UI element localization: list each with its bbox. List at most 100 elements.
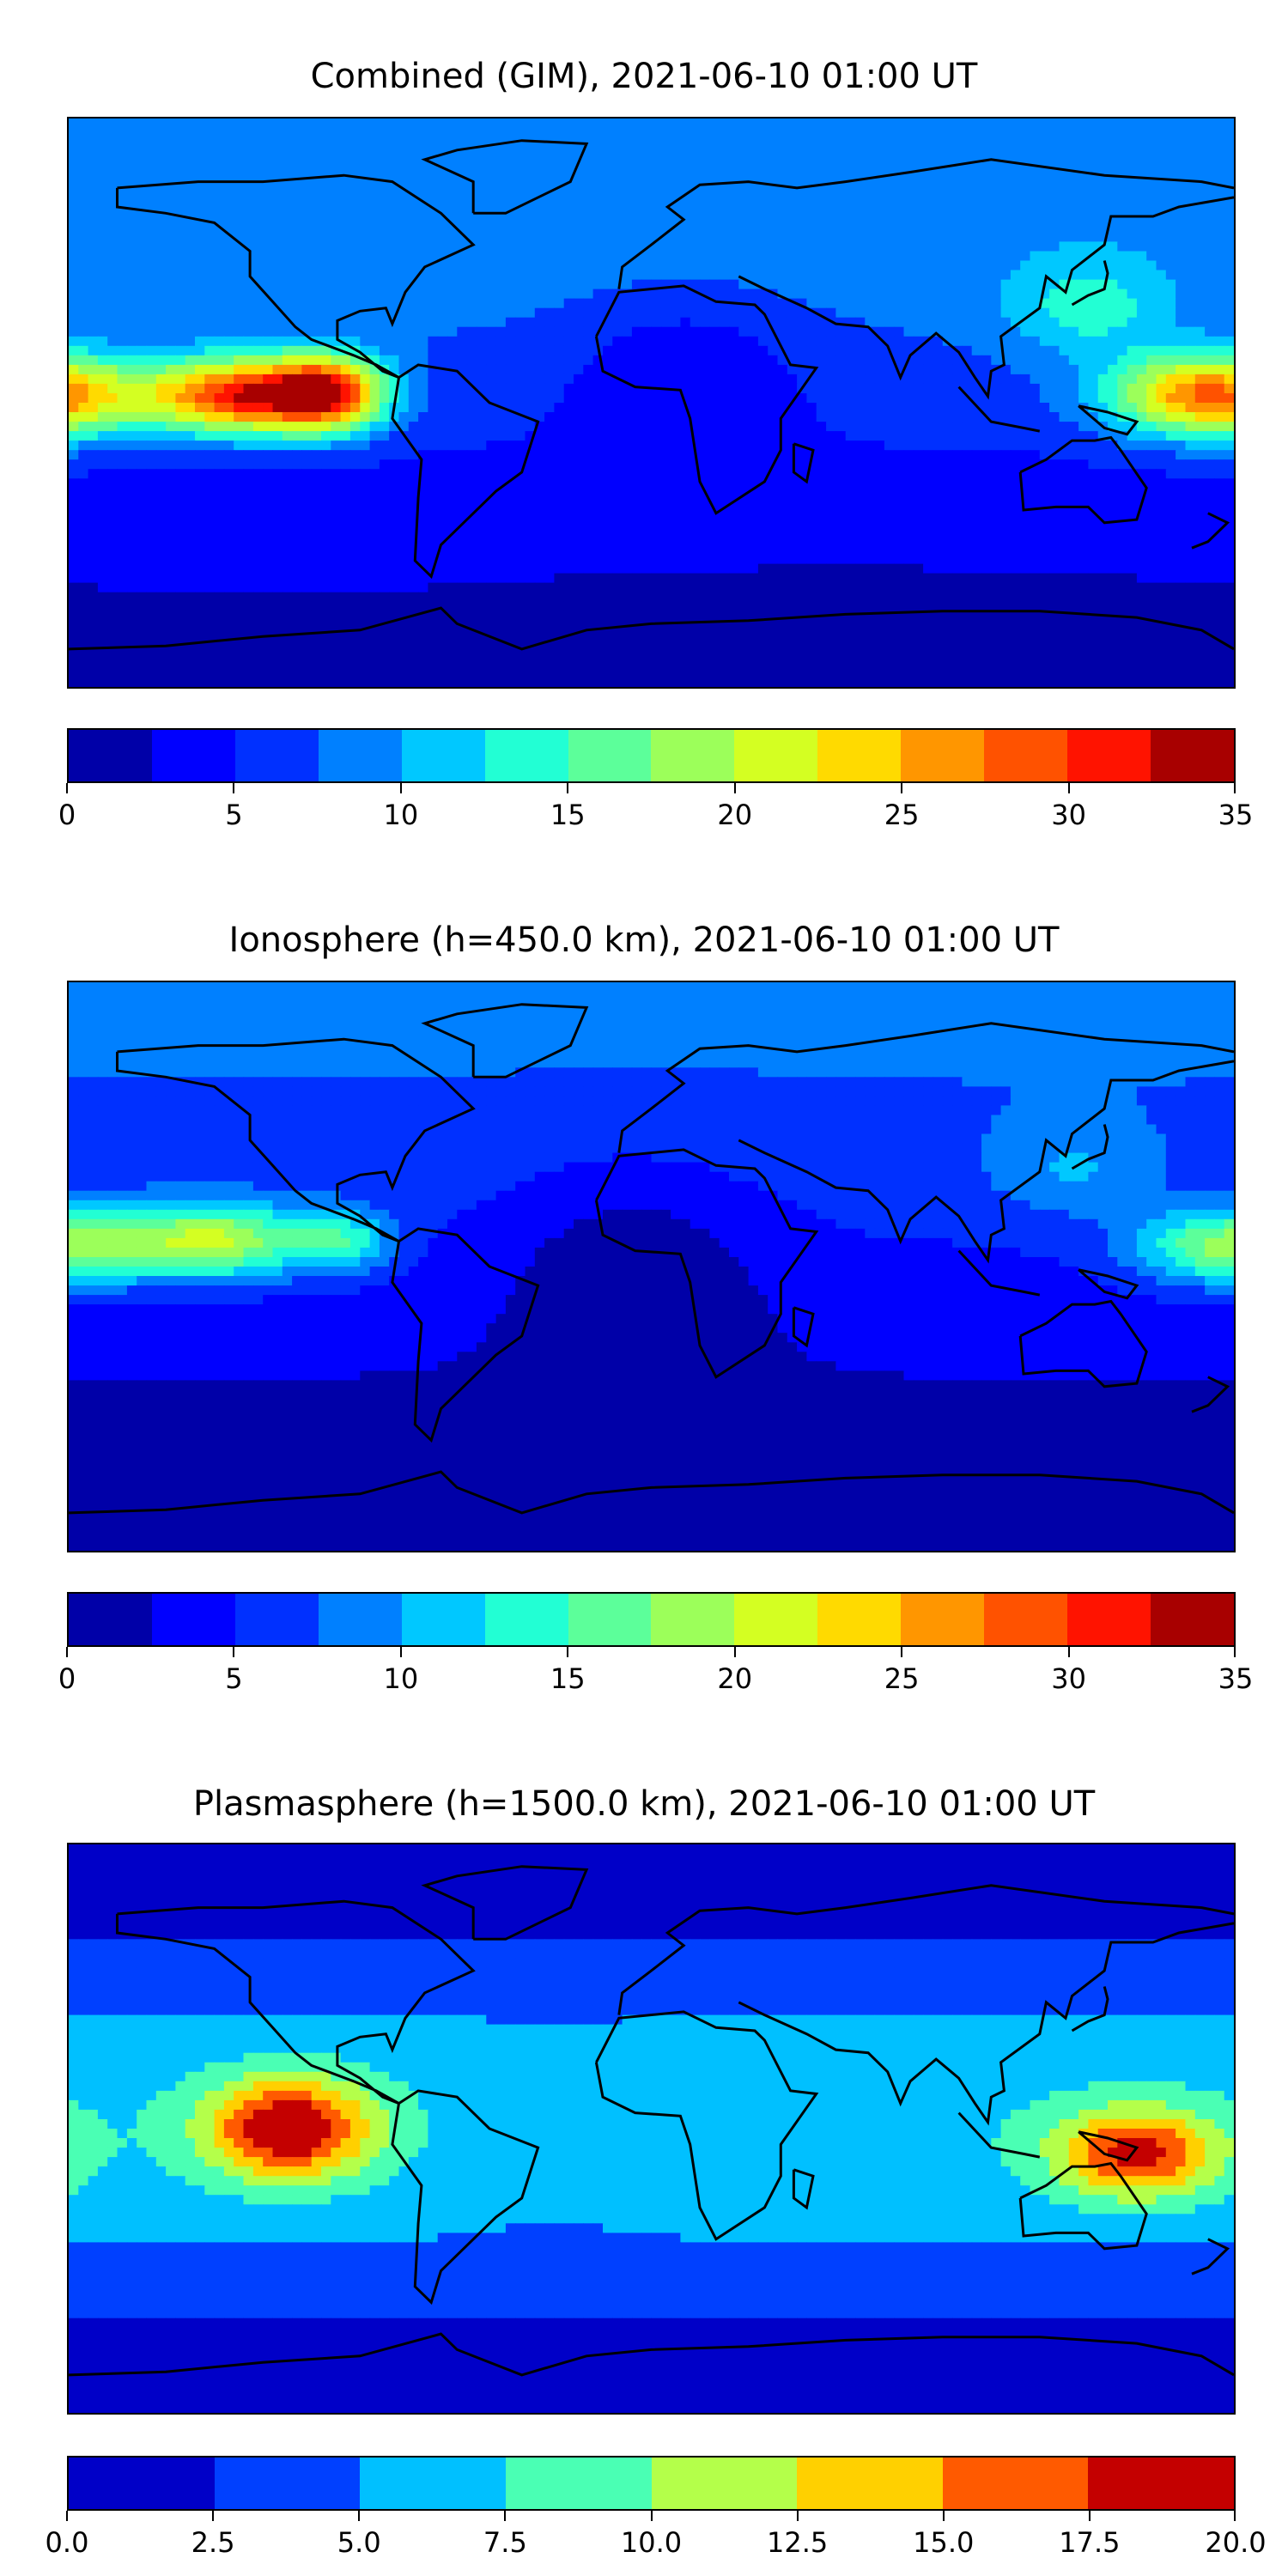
contour-cell [690,336,701,347]
contour-cell [1224,478,1234,489]
contour-cell [1224,364,1234,375]
contour-cell [1108,326,1118,337]
contour-cell [738,194,750,204]
contour-cell [622,175,633,185]
contour-cell [263,440,274,451]
contour-cell [234,241,245,252]
contour-cell [884,175,895,185]
contour-cell [175,431,186,441]
contour-cell [1068,270,1079,281]
contour-cell [204,440,216,451]
contour-cell [1078,336,1089,347]
contour-cell [874,488,885,498]
contour-cell [874,355,885,366]
contour-cell [204,383,216,394]
contour-cell [700,185,710,195]
contour-cell [223,488,234,498]
contour-cell [311,364,322,375]
contour-cell [1194,166,1206,176]
contour-cell [97,393,108,404]
contour-cell [1117,194,1128,204]
contour-cell [97,431,108,441]
contour-cell [738,450,750,460]
contour-cell [223,459,234,470]
contour-cell [738,497,750,507]
contour-cell [476,137,487,148]
contour-cell [729,450,739,460]
contour-cell [865,128,876,138]
contour-cell [641,336,653,347]
contour-cell [700,279,710,290]
contour-cell [272,497,283,507]
contour-cell [835,156,847,167]
contour-cell [806,374,817,385]
contour-cell [418,298,428,309]
contour-cell [806,194,817,204]
contour-cell [903,403,914,413]
contour-cell [574,241,584,252]
contour-cell [612,298,623,309]
contour-cell [690,241,701,252]
contour-cell [563,364,574,375]
contour-cell [272,222,283,233]
contour-cell [428,137,439,148]
contour-cell [486,298,497,309]
contour-cell [991,175,1002,185]
contour-cell [933,222,944,233]
contour-cell [923,118,933,129]
contour-cell [845,440,856,451]
contour-cell [486,364,497,375]
contour-cell [1049,289,1060,300]
contour-cell [1185,232,1196,242]
contour-cell [942,270,953,281]
contour-cell [1117,355,1128,366]
contour-cell [175,185,186,195]
contour-cell [1224,383,1234,394]
contour-cell [398,507,410,517]
contour-cell [894,336,905,347]
contour-cell [204,317,216,328]
contour-cell [534,204,545,214]
contour-cell [311,478,322,489]
contour-cell [78,450,89,460]
contour-cell [845,374,856,385]
contour-cell [563,422,574,432]
contour-cell [263,166,274,176]
contour-cell [117,118,128,129]
contour-cell [826,383,836,394]
contour-cell [321,128,331,138]
contour-cell [903,175,914,185]
contour-cell [748,383,759,394]
contour-cell [126,488,137,498]
contour-cell [389,222,400,233]
contour-cell [768,251,779,262]
contour-cell [428,478,439,489]
contour-cell [631,355,642,366]
contour-cell [252,345,264,356]
contour-cell [272,185,283,195]
contour-cell [641,317,653,328]
contour-cell [1136,459,1147,470]
contour-cell [428,241,439,252]
contour-cell [768,166,779,176]
contour-cell [865,355,876,366]
contour-cell [117,507,128,517]
contour-cell [700,232,710,242]
contour-cell [1068,326,1079,337]
contour-cell [272,241,283,252]
contour-cell [175,317,186,328]
contour-cell [1214,307,1225,319]
contour-cell [408,307,419,319]
contour-cell [486,118,497,129]
contour-cell [660,260,671,271]
contour-cell [709,431,720,441]
contour-cell [1136,185,1147,195]
contour-cell [331,336,342,347]
contour-cell [1165,156,1176,167]
contour-cell [641,431,653,441]
contour-cell [865,147,876,157]
contour-cell [1010,156,1021,167]
contour-cell [709,469,720,479]
contour-cell [292,478,302,489]
contour-cell [1088,185,1099,195]
